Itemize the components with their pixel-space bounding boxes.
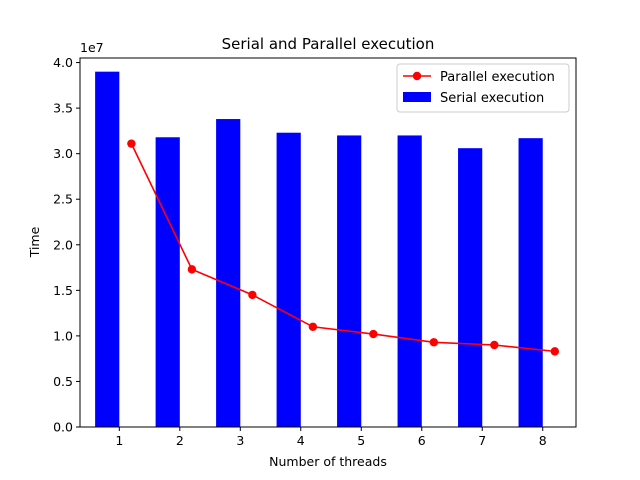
- axes-frame: [79, 57, 577, 428]
- y-tick-label: 1.0: [53, 328, 73, 343]
- data-point: [187, 265, 197, 274]
- y-tick-label: 0.0: [53, 420, 73, 435]
- y-tick-label: 4.0: [53, 55, 73, 70]
- data-point: [308, 322, 318, 331]
- data-point: [490, 340, 499, 350]
- y-multiplier-label: 1e7: [80, 40, 104, 55]
- x-tick-label: 8: [539, 433, 547, 448]
- y-tick-label: 3.5: [53, 101, 73, 116]
- x-tick-label: 7: [478, 433, 486, 448]
- legend-marker-swatch: [412, 71, 422, 81]
- y-tick-label: 3.0: [53, 146, 73, 161]
- data-point: [248, 290, 257, 300]
- x-tick-label: 2: [176, 433, 184, 448]
- x-tick-label: 4: [297, 433, 305, 448]
- series-line-parallel: [130, 143, 555, 353]
- y-axis-label: Time: [27, 226, 42, 258]
- bar: [518, 138, 543, 427]
- x-tick-label: 6: [418, 433, 426, 448]
- legend-bar-swatch: [403, 92, 431, 102]
- data-point: [550, 347, 560, 356]
- bar: [276, 132, 301, 427]
- bar: [95, 71, 120, 428]
- chart-title: Serial and Parallel execution: [222, 35, 435, 53]
- bar: [397, 135, 422, 427]
- x-tick-label: 5: [357, 433, 365, 448]
- bar: [216, 119, 241, 427]
- x-axis-label: Number of threads: [269, 454, 387, 469]
- legend-box: [396, 63, 570, 113]
- data-point: [127, 139, 136, 148]
- x-tick-label: 3: [236, 433, 244, 448]
- y-tick-label: 0.5: [53, 374, 73, 389]
- y-tick-label: 2.5: [53, 192, 73, 207]
- legend: Parallel execution Serial execution: [396, 63, 570, 113]
- bar: [337, 135, 362, 427]
- y-tick-label: 1.5: [53, 283, 73, 298]
- plot-area: 1 2 3 4 5 6 7 8 0.0 0.5 1.0 1.5 2.0 2.5 3.0 3.5 4.0: [53, 55, 577, 448]
- legend-label-serial: Serial execution: [440, 91, 544, 106]
- data-point: [429, 338, 439, 347]
- x-tick-label: 1: [115, 433, 123, 448]
- data-point: [369, 329, 378, 339]
- bar: [458, 148, 483, 427]
- y-tick-label: 2.0: [53, 237, 73, 252]
- legend-label-parallel: Parallel execution: [440, 70, 555, 85]
- bar: [155, 137, 180, 427]
